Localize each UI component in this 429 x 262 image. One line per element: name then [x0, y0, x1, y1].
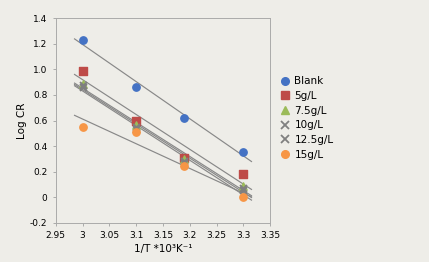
X-axis label: 1/T *10³K⁻¹: 1/T *10³K⁻¹: [134, 244, 192, 254]
Point: [79, 85, 86, 89]
Point: [240, 184, 247, 188]
Point: [133, 127, 139, 131]
Point: [181, 116, 188, 120]
Point: [133, 123, 139, 127]
Point: [181, 164, 188, 168]
Point: [181, 157, 188, 162]
Point: [79, 69, 86, 73]
Point: [240, 172, 247, 176]
Point: [240, 150, 247, 155]
Point: [133, 130, 139, 134]
Legend: Blank, 5g/L, 7.5g/L, 10g/L, 12.5g/L, 15g/L: Blank, 5g/L, 7.5g/L, 10g/L, 12.5g/L, 15g…: [280, 76, 333, 160]
Point: [240, 185, 247, 190]
Point: [181, 161, 188, 165]
Point: [133, 119, 139, 123]
Point: [133, 125, 139, 129]
Point: [79, 125, 86, 129]
Point: [181, 159, 188, 163]
Point: [240, 188, 247, 192]
Point: [181, 156, 188, 160]
Point: [79, 83, 86, 88]
Point: [133, 85, 139, 89]
Y-axis label: Log CR: Log CR: [17, 102, 27, 139]
Point: [79, 38, 86, 42]
Point: [240, 195, 247, 199]
Point: [79, 82, 86, 86]
